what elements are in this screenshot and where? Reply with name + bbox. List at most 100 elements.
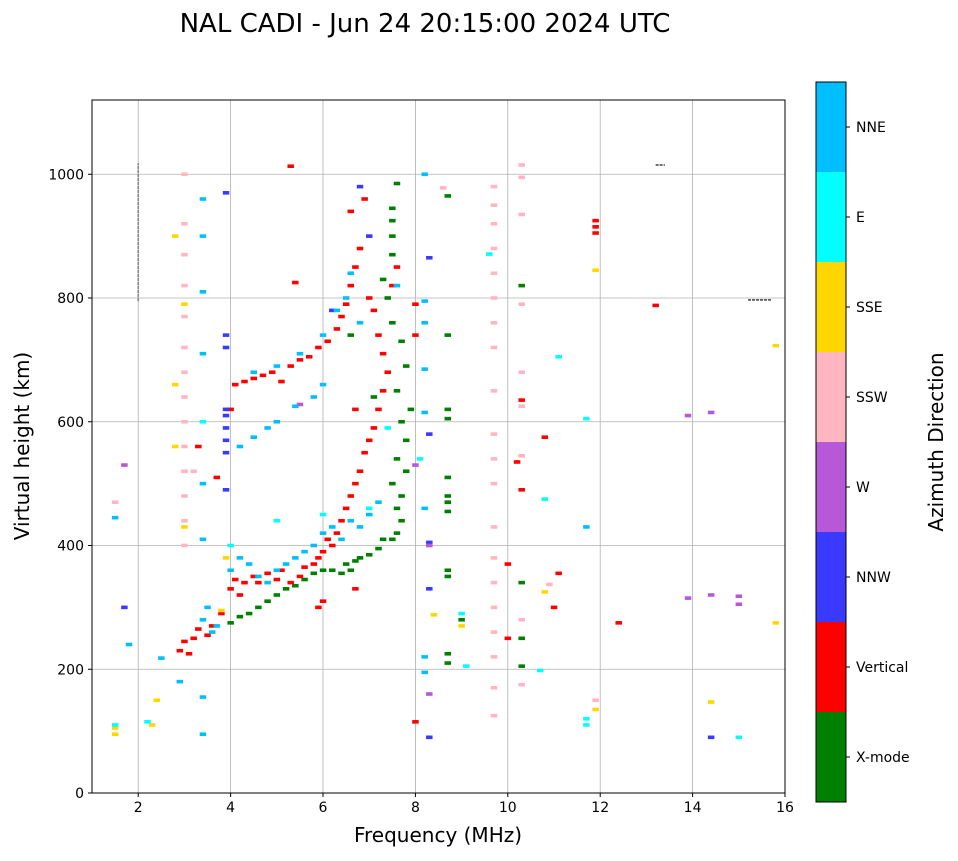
data-point-nne	[338, 537, 345, 542]
data-point-sse	[181, 302, 188, 306]
data-point-e	[541, 497, 549, 501]
data-point-vertical	[375, 407, 382, 412]
data-point-e	[384, 426, 391, 430]
data-point-nne	[273, 568, 281, 573]
data-point-x-mode	[402, 438, 410, 443]
data-point-x-mode	[255, 605, 262, 610]
colorbar-label-x-mode: X-mode	[856, 750, 910, 766]
data-point-nne	[199, 617, 207, 622]
data-point-vertical	[347, 494, 355, 498]
data-point-nne	[199, 290, 207, 294]
data-point-x-mode	[518, 283, 525, 288]
data-point-x-mode	[227, 621, 234, 625]
data-point-ssw	[518, 163, 525, 167]
data-point-nne	[273, 419, 281, 424]
data-point-ssw	[181, 221, 188, 226]
data-point-nnw	[329, 308, 336, 313]
data-point-vertical	[292, 280, 299, 285]
grid-lines	[92, 100, 786, 794]
data-point-vertical	[301, 565, 308, 569]
data-point-nnw	[222, 407, 230, 412]
data-point-vertical	[329, 543, 336, 548]
data-point-x-mode	[444, 661, 452, 665]
data-point-vertical	[342, 302, 350, 306]
data-point-sse	[592, 707, 599, 712]
data-point-e	[144, 720, 151, 724]
data-point-w	[296, 402, 304, 407]
data-point-x-mode	[398, 518, 405, 523]
data-point-x-mode	[518, 664, 525, 668]
data-point-e	[366, 506, 373, 511]
data-point-x-mode	[444, 651, 452, 656]
data-point-nne	[421, 506, 428, 511]
data-point-ssw	[518, 370, 525, 375]
data-point-nnw	[222, 438, 230, 443]
data-point-vertical	[319, 599, 327, 603]
data-point-x-mode	[398, 494, 405, 498]
data-point-ssw	[490, 271, 498, 276]
data-point-vertical	[379, 389, 387, 393]
x-tick-label: 2	[134, 800, 143, 816]
data-point-w	[735, 594, 743, 599]
data-point-ssw	[490, 184, 498, 189]
data-point-vertical	[208, 624, 216, 628]
y-axis-ticks: 0 200 400 600 800 1000	[48, 167, 92, 802]
data-point-x-mode	[292, 583, 299, 588]
data-point-x-mode	[356, 556, 364, 560]
data-point-vertical	[305, 354, 313, 359]
data-point-ssw	[490, 713, 498, 718]
data-point-w	[426, 692, 433, 696]
data-point-x-mode	[393, 389, 401, 393]
data-point-vertical	[412, 302, 419, 306]
plot-frame	[91, 99, 786, 794]
data-point-ssw	[111, 500, 119, 504]
data-point-x-mode	[236, 614, 244, 619]
data-point-vertical	[592, 225, 599, 229]
data-point-sse	[171, 382, 179, 387]
data-point-vertical	[412, 720, 419, 724]
data-point-x-mode	[389, 537, 396, 542]
colorbar-swatch-sse	[816, 262, 846, 352]
data-point-x-mode	[518, 636, 525, 641]
data-point-vertical	[278, 568, 285, 573]
data-point-nnw	[222, 450, 230, 455]
data-point-nne	[319, 531, 327, 535]
data-point-nne	[245, 562, 253, 566]
data-point-vertical	[250, 574, 257, 579]
data-point-nnw	[426, 735, 433, 740]
data-point-ssw	[518, 617, 525, 622]
data-point-x-mode	[444, 416, 452, 421]
data-point-nne	[347, 271, 355, 276]
data-point-ssw	[518, 212, 525, 217]
data-point-ssw	[490, 389, 498, 393]
data-point-vertical	[241, 379, 248, 384]
data-point-nne	[292, 404, 299, 409]
data-point-nne	[273, 364, 281, 368]
data-point-nne	[250, 435, 257, 440]
data-point-sse	[458, 624, 465, 628]
data-point-vertical	[315, 345, 322, 350]
data-point-vertical	[264, 571, 271, 576]
data-point-vertical	[352, 481, 359, 486]
data-point-x-mode	[375, 546, 382, 551]
colorbar-label-ssw: SSW	[856, 390, 888, 406]
data-point-nne	[158, 656, 165, 660]
data-point-x-mode	[389, 252, 396, 257]
data-point-nne	[292, 556, 299, 560]
data-point-vertical	[287, 580, 294, 585]
data-point-x-mode	[379, 537, 387, 542]
data-point-w	[121, 463, 128, 467]
colorbar-label-nne: NNE	[856, 120, 886, 136]
colorbar-swatch-x-mode	[816, 712, 846, 802]
data-point-e	[416, 457, 424, 461]
data-point-vertical	[181, 639, 188, 644]
data-point-vertical	[185, 651, 193, 656]
data-point-x-mode	[444, 500, 452, 504]
data-point-vertical	[338, 518, 345, 523]
data-point-vertical	[213, 475, 221, 480]
data-point-nne	[356, 320, 364, 325]
data-point-x-mode	[398, 339, 405, 344]
data-point-x-mode	[366, 552, 373, 557]
data-point-vertical	[236, 593, 244, 597]
data-point-x-mode	[347, 568, 355, 573]
